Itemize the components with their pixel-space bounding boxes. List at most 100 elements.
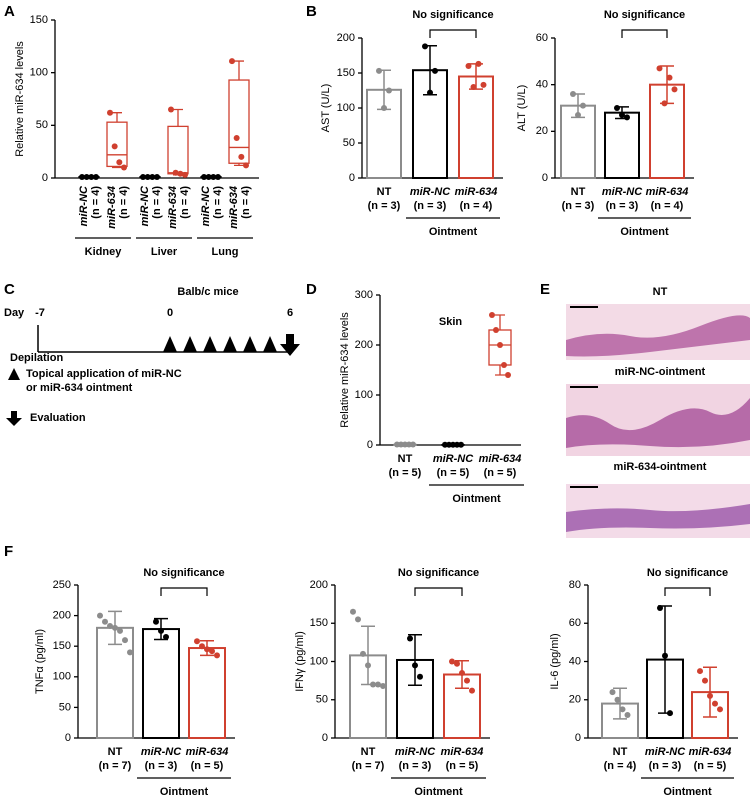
data-point: [375, 681, 381, 688]
error-bar: [613, 687, 627, 720]
tissue: [566, 398, 750, 448]
data-point: [163, 634, 169, 641]
data-point: [702, 677, 708, 684]
box: [228, 79, 250, 164]
data-point: [365, 662, 371, 669]
data-point: [480, 81, 487, 88]
annotation: No significance: [412, 9, 493, 21]
timeline-title: Balb/c mice: [177, 286, 238, 298]
annotation: No significance: [143, 567, 224, 579]
histology: NT miR-NC-ointment miR-634-ointment: [566, 286, 750, 538]
n-label: (n = 3): [562, 200, 595, 212]
data-point: [182, 171, 188, 178]
group-label: Ointment: [452, 493, 501, 505]
x-tick-label: miR-634: [646, 186, 689, 198]
chart: 0 50 100 150 200 250 TNFα (pg/ml) NT (n = 7) miR-…: [34, 567, 235, 798]
data-point: [210, 173, 217, 180]
x-tick-label: miR-634: [455, 186, 498, 198]
n-label: (n = 5): [191, 760, 224, 772]
data-point: [83, 173, 90, 180]
y-axis-label: TNFα (pg/ml): [34, 629, 46, 694]
chart-title: Skin: [439, 316, 463, 328]
image-label: miR-634-ointment: [614, 461, 707, 473]
x-tick-label: miR-NC: [139, 185, 151, 226]
data-point: [666, 74, 673, 81]
n-label: (n = 3): [399, 760, 432, 772]
data-point: [717, 706, 723, 713]
data-point: [470, 84, 477, 90]
panel-letter: F: [4, 543, 13, 560]
chart: 0 50 100 150 200 IFNγ (pg/ml) NT (n = 7) miR-NC (…: [294, 567, 490, 798]
data-point: [619, 112, 625, 118]
data-point: [107, 623, 113, 630]
chart: 0 20 40 60 80 IL-6 (pg/ml) NT (n = 4) miR-NC (n =…: [549, 567, 738, 798]
x-tick-label: NT: [571, 186, 586, 198]
group-label: Ointment: [414, 786, 463, 798]
y-tick-label: 0: [575, 732, 581, 744]
data-point: [144, 173, 151, 180]
data-point: [370, 681, 376, 688]
box: [167, 125, 189, 175]
n-label: (n = 4): [118, 186, 130, 219]
y-axis-label: ALT (U/L): [516, 85, 528, 132]
data-point: [432, 67, 438, 74]
x-tick-label: miR-NC: [433, 453, 474, 465]
y-tick-label: 200: [310, 579, 328, 591]
y-tick-label: 200: [337, 32, 355, 44]
data-point: [177, 170, 184, 177]
chart: 0 20 40 60 ALT (U/L) NT (n = 3) miR-NC (n = 3) mi…: [516, 9, 694, 238]
group-label: Ointment: [160, 786, 209, 798]
data-point: [657, 604, 663, 611]
y-tick-label: 200: [53, 610, 71, 622]
application-markers: [163, 336, 277, 352]
data-point: [168, 106, 174, 113]
evaluation-arrow: [280, 334, 300, 356]
x-tick-label: miR-NC: [200, 185, 212, 226]
y-axis-label: IFNγ (pg/ml): [294, 631, 306, 692]
data-point: [205, 173, 212, 180]
n-label: (n = 4): [151, 186, 163, 219]
group-label: Liver: [151, 246, 178, 258]
y-tick-label: 150: [30, 14, 48, 26]
data-point: [667, 710, 673, 717]
y-tick-label: 200: [355, 339, 373, 351]
significance-bracket: [414, 587, 463, 596]
data-point: [624, 712, 631, 719]
day-label: Day: [4, 307, 25, 319]
x-tick-label: miR-634: [228, 186, 240, 229]
n-label: (n = 7): [99, 760, 132, 772]
data-point: [449, 658, 455, 665]
panel-letters: A B C D E F: [4, 3, 550, 560]
data-point: [707, 692, 713, 699]
group-label: Lung: [212, 246, 239, 258]
group-label: Ointment: [429, 226, 478, 238]
data-point: [121, 164, 127, 171]
data-point: [360, 650, 366, 657]
data-point: [122, 637, 128, 644]
data-point: [380, 682, 386, 689]
data-point: [662, 652, 668, 659]
significance-bracket: [664, 587, 711, 596]
n-label: (n = 4): [90, 186, 102, 219]
chart: 0 100 200 300 Relative miR-634 levels Skin NT (…: [339, 289, 524, 505]
x-tick-label: miR-NC: [395, 746, 436, 758]
y-tick-label: 0: [42, 172, 48, 184]
data-point: [229, 58, 235, 65]
data-point: [671, 86, 678, 93]
n-label: (n = 4): [212, 186, 224, 219]
data-point: [350, 608, 356, 615]
data-point: [575, 112, 581, 118]
y-tick-label: 250: [53, 579, 71, 591]
data-point: [427, 89, 433, 96]
bar: [188, 647, 226, 740]
x-tick-label: miR-634: [186, 746, 229, 758]
bar: [458, 75, 494, 179]
data-point: [107, 109, 113, 116]
annotation: No significance: [604, 9, 685, 21]
y-tick-label: 40: [536, 79, 548, 91]
data-point: [209, 648, 215, 655]
y-tick-label: 60: [536, 32, 548, 44]
y-tick-label: 50: [36, 119, 48, 131]
